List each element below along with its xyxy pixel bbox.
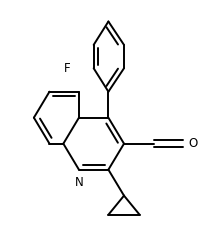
- Text: N: N: [75, 176, 83, 189]
- Text: F: F: [64, 62, 70, 75]
- Text: O: O: [188, 137, 197, 150]
